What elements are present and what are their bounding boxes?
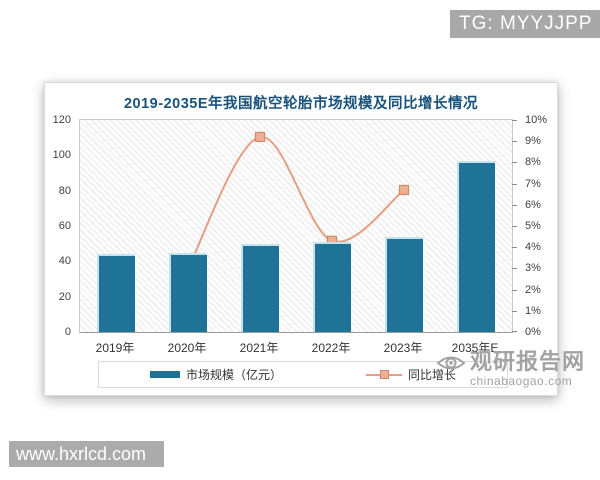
legend-item-yoy-growth: 同比增长 bbox=[366, 366, 456, 383]
x-axis-label-2022年: 2022年 bbox=[311, 341, 351, 355]
right-axis-tick-2%: 2% bbox=[525, 283, 541, 296]
growth-line-svg bbox=[182, 131, 410, 274]
right-axis-tick-10%: 10% bbox=[525, 114, 548, 126]
x-axis-label-2023年: 2023年 bbox=[383, 341, 423, 355]
watermark-site-name: 观研报告网 bbox=[470, 349, 586, 374]
right-axis-tick-8%: 8% bbox=[525, 156, 541, 169]
line-marker bbox=[398, 184, 410, 196]
right-axis-tickmark bbox=[512, 162, 517, 164]
legend: 市场规模（亿元） 同比增长 bbox=[98, 361, 508, 388]
bar-2021年 bbox=[241, 243, 279, 332]
right-axis-tick-0%: 0% bbox=[525, 326, 541, 338]
telegram-watermark-badge: TG: MYYJJPP bbox=[450, 10, 600, 38]
watermark-site-domain: chinabaogao.com bbox=[470, 374, 573, 388]
right-axis-tickmark bbox=[512, 120, 517, 121]
left-axis-tick-120: 120 bbox=[52, 114, 71, 126]
bar-series-swatch bbox=[149, 371, 180, 378]
eye-logo-icon bbox=[436, 356, 466, 370]
x-axis-label-2035年E: 2035年E bbox=[451, 341, 499, 355]
x-axis-labels: 2019年 2020年 2021年 2022年 2023年 2035年E bbox=[79, 339, 513, 355]
site-watermark: 观研报告网 chinabaogao.com bbox=[436, 351, 600, 387]
left-axis-tick-0: 0 bbox=[64, 326, 71, 338]
yoy-growth-line bbox=[187, 135, 405, 269]
right-axis-tickmark bbox=[512, 247, 517, 249]
left-axis-tick-20: 20 bbox=[58, 290, 71, 303]
x-axis-label-2019年: 2019年 bbox=[95, 341, 135, 355]
right-axis-tickmark bbox=[512, 268, 517, 270]
right-axis-tickmark bbox=[512, 331, 517, 332]
legend-item-market-size: 市场规模（亿元） bbox=[149, 366, 282, 383]
bar-2022年 bbox=[313, 241, 351, 332]
line-marker bbox=[254, 131, 266, 143]
plot-area: 120 100 80 60 40 20 0 10% 9% 8% 7% 6% 5% 4% 3% 2% 1% 0% bbox=[53, 114, 547, 338]
left-axis-tick-80: 80 bbox=[58, 184, 71, 197]
url-watermark-badge: www.hxrlcd.com bbox=[9, 441, 164, 467]
right-axis-tickmark bbox=[512, 141, 517, 143]
x-axis-label-2021年: 2021年 bbox=[239, 341, 279, 355]
bar-2019年 bbox=[97, 254, 135, 332]
bar-2035年E bbox=[457, 160, 495, 332]
left-axis-tick-60: 60 bbox=[58, 220, 71, 232]
right-axis-tick-7%: 7% bbox=[525, 177, 541, 190]
right-axis-tick-9%: 9% bbox=[525, 135, 541, 148]
right-axis-tickmark bbox=[512, 204, 517, 206]
right-axis-tickmark bbox=[512, 289, 517, 291]
right-axis-tick-3%: 3% bbox=[525, 262, 541, 275]
right-axis-tickmark bbox=[512, 183, 517, 185]
legend-label-yoy-growth: 同比增长 bbox=[408, 368, 457, 382]
legend-label-market-size: 市场规模（亿元） bbox=[185, 368, 282, 382]
chart-title: 2019-2035E年我国航空轮胎市场规模及同比增长情况 bbox=[123, 96, 478, 112]
right-axis-tickmark bbox=[512, 226, 517, 227]
right-axis-tick-4%: 4% bbox=[525, 241, 541, 254]
right-axis-tick-1%: 1% bbox=[525, 304, 541, 317]
right-axis-tick-5%: 5% bbox=[525, 220, 541, 232]
x-axis-label-2020年: 2020年 bbox=[167, 341, 207, 355]
chart-card: 2019-2035E年我国航空轮胎市场规模及同比增长情况 120 100 80 60 4… bbox=[44, 82, 584, 396]
left-axis-tick-100: 100 bbox=[52, 149, 71, 162]
right-axis-tick-6%: 6% bbox=[525, 198, 541, 211]
right-axis-tickmark bbox=[512, 310, 517, 312]
line-series-swatch bbox=[366, 370, 402, 379]
left-axis-tick-40: 40 bbox=[58, 255, 71, 268]
bar-2023年 bbox=[385, 236, 423, 332]
bar-2020年 bbox=[169, 252, 207, 332]
